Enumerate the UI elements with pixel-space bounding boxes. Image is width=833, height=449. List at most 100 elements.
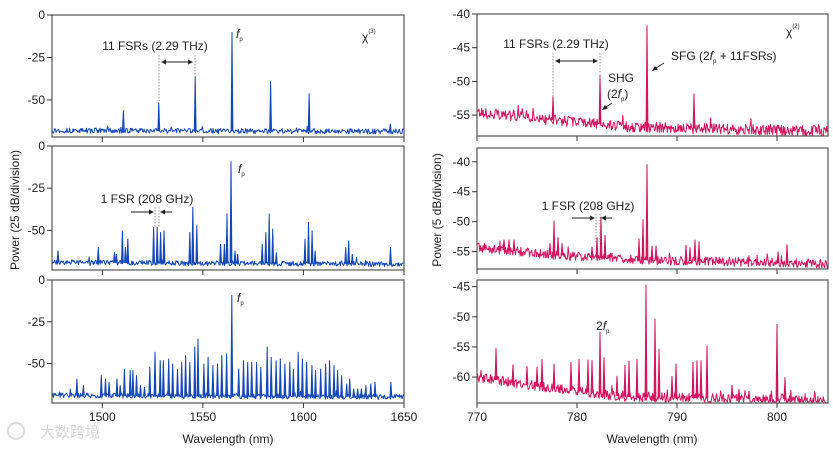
plot-frame bbox=[476, 13, 829, 137]
spectral-peak bbox=[360, 388, 363, 397]
y-tick-label: -60 bbox=[453, 370, 471, 384]
fsr11-label-left: 11 FSRs (2.29 THz) bbox=[102, 39, 208, 53]
spectral-peak bbox=[278, 358, 282, 397]
spectral-peak bbox=[126, 238, 130, 263]
spectral-peak bbox=[265, 346, 269, 397]
spectral-peak bbox=[691, 361, 695, 399]
panel-chi3-mid: 0 -25 -50 bbox=[28, 139, 405, 275]
arrow-icon bbox=[652, 62, 665, 71]
spectral-peak bbox=[195, 225, 199, 264]
spectral-peak bbox=[269, 81, 272, 132]
spectral-peak bbox=[82, 385, 85, 396]
spectral-peak bbox=[595, 237, 599, 258]
spectral-peak bbox=[388, 123, 392, 132]
spectral-peak bbox=[356, 388, 360, 397]
panel-chi3-bottom: 1500 1550 1600 1650 0 -25 -50 bbox=[28, 273, 418, 424]
spectral-peak bbox=[196, 338, 200, 397]
spectral-peak bbox=[162, 360, 165, 396]
spectral-peak bbox=[219, 243, 222, 264]
spectral-peak bbox=[115, 253, 118, 263]
y-tick-label: -50 bbox=[453, 215, 471, 229]
y-tick-label: -50 bbox=[28, 223, 46, 237]
spectral-peak bbox=[670, 375, 674, 398]
left-y-axis-label: Power (25 dB/division) bbox=[8, 150, 22, 270]
spectral-peak bbox=[644, 284, 648, 398]
spectral-peak bbox=[267, 213, 271, 264]
spectral-peak bbox=[225, 353, 228, 397]
x-tick-label: 1550 bbox=[190, 410, 217, 424]
spectral-peak bbox=[332, 365, 336, 397]
plot-frame bbox=[476, 147, 829, 270]
spectral-peak bbox=[540, 358, 544, 387]
y-tick-label: -55 bbox=[453, 108, 471, 122]
spectral-peak bbox=[229, 161, 233, 264]
spectral-peak bbox=[236, 253, 240, 264]
spectral-peak bbox=[654, 245, 658, 261]
spectral-peak bbox=[121, 230, 124, 263]
spectral-peak bbox=[373, 381, 377, 397]
spectral-peak bbox=[307, 221, 310, 264]
spectral-peak bbox=[301, 358, 304, 397]
panel-chi2-top: -40 -45 -50 -55 bbox=[453, 7, 829, 141]
spectral-peak bbox=[271, 228, 275, 264]
spectral-peak bbox=[211, 365, 215, 397]
watermark-logo: 大数跨境 bbox=[7, 422, 100, 441]
spectral-peak bbox=[650, 245, 654, 261]
spectral-peak bbox=[364, 385, 368, 397]
right-x-axis-label: Wavelength (nm) bbox=[607, 432, 698, 446]
spectral-peak bbox=[507, 239, 511, 251]
spectral-peak bbox=[153, 351, 157, 396]
spectral-peak bbox=[502, 239, 506, 251]
spectral-peak bbox=[274, 360, 278, 397]
spectral-peak bbox=[202, 363, 206, 397]
spectral-peak bbox=[776, 251, 780, 263]
inward-arrows-icon bbox=[131, 209, 172, 215]
spectral-peak bbox=[693, 239, 697, 262]
spectral-peak bbox=[269, 356, 273, 397]
spectral-peak bbox=[783, 377, 787, 400]
y-tick-label: 0 bbox=[38, 139, 45, 153]
y-tick-label: -45 bbox=[453, 41, 471, 55]
spectral-peak bbox=[99, 375, 103, 396]
spectral-peak bbox=[56, 250, 60, 263]
spectral-peak bbox=[171, 363, 175, 396]
spectral-peak bbox=[250, 361, 254, 397]
y-tick-label: -55 bbox=[453, 245, 471, 259]
spectral-peak bbox=[615, 375, 619, 396]
spectrum-trace bbox=[476, 104, 829, 137]
spectral-peak bbox=[104, 378, 107, 396]
spectrum-trace bbox=[476, 369, 829, 404]
spectral-peak bbox=[657, 348, 661, 398]
spectral-peak bbox=[230, 31, 234, 132]
spectral-peak bbox=[590, 246, 594, 258]
y-tick-label: -25 bbox=[28, 50, 46, 64]
spectral-peak bbox=[599, 216, 603, 258]
spectral-peak bbox=[348, 378, 352, 397]
sfg-label: SFG (2fp + 11FSRs) bbox=[671, 49, 777, 65]
spectral-peak bbox=[352, 388, 356, 397]
spectral-peak bbox=[283, 363, 287, 397]
spectral-peak bbox=[123, 368, 126, 396]
spectral-peak bbox=[264, 231, 268, 264]
y-tick-label: 0 bbox=[38, 273, 45, 287]
y-tick-label: -25 bbox=[28, 181, 46, 195]
fsr11-label-right: 11 FSRs (2.29 THz) bbox=[503, 37, 609, 51]
spectral-peak bbox=[347, 240, 351, 264]
spectral-peak bbox=[225, 213, 229, 264]
spectral-peak bbox=[345, 383, 349, 397]
spectral-peak bbox=[350, 253, 354, 264]
x-tick-label: 790 bbox=[667, 410, 687, 424]
spectral-peak bbox=[785, 244, 789, 263]
spectral-peak bbox=[233, 250, 237, 264]
spectral-peak bbox=[603, 234, 607, 259]
spectral-peak bbox=[162, 230, 166, 263]
spectral-peak bbox=[223, 243, 226, 264]
spectral-peak bbox=[206, 356, 210, 397]
spectral-peak bbox=[560, 243, 564, 256]
fsr1-label-right: 1 FSR (208 GHz) bbox=[542, 199, 635, 213]
y-tick-label: -50 bbox=[453, 310, 471, 324]
pump-label-bottom: fp bbox=[237, 291, 244, 307]
spectral-peak bbox=[128, 370, 132, 396]
spectral-peak bbox=[692, 93, 696, 129]
spectral-peak bbox=[314, 370, 317, 397]
